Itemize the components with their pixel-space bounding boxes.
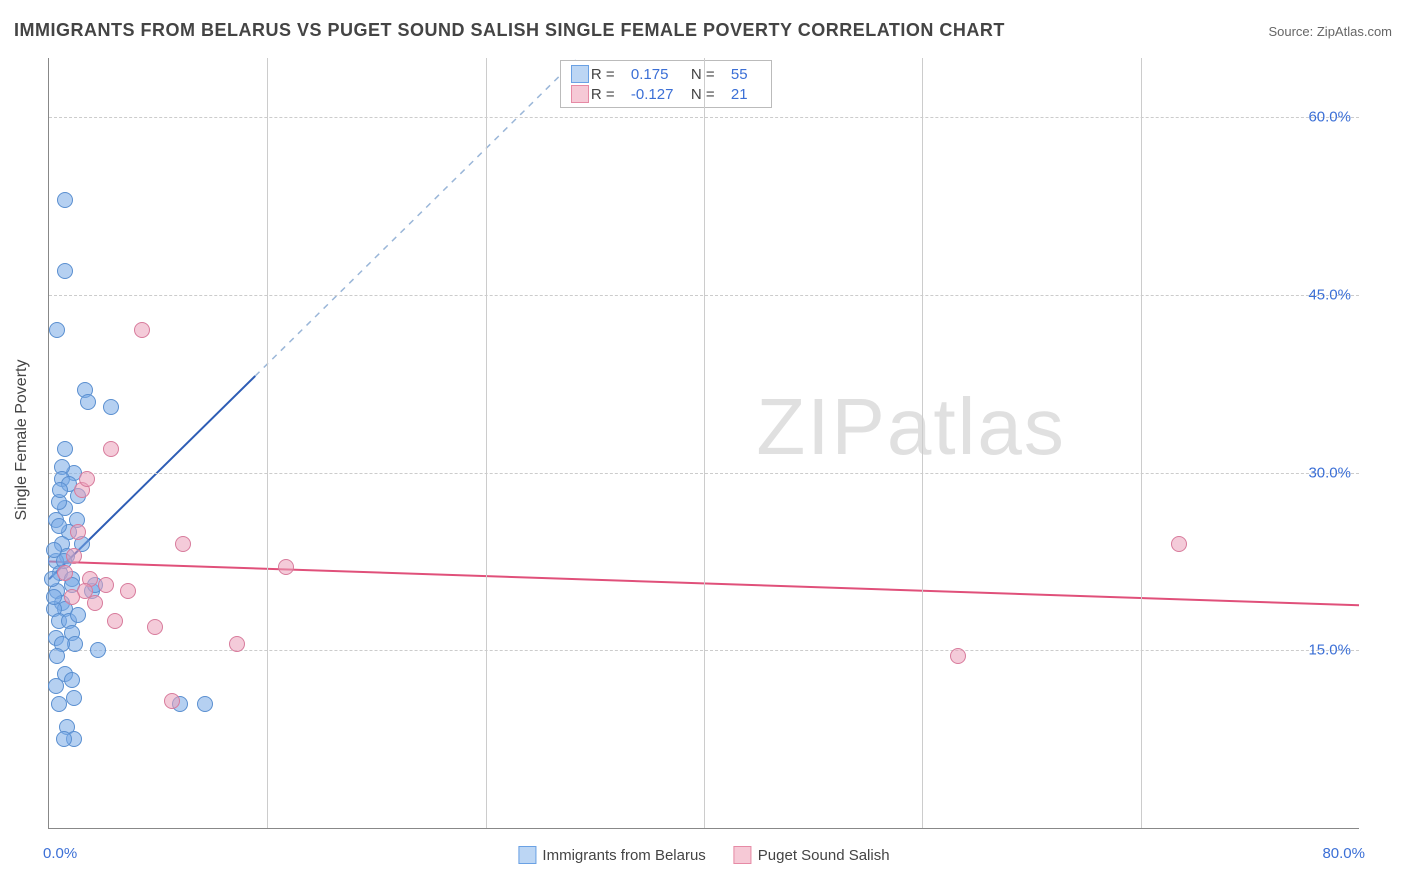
legend-label-salish: Puget Sound Salish [758, 847, 890, 864]
y-tick-label: 15.0% [1308, 642, 1351, 659]
data-point-belarus [52, 482, 68, 498]
data-point-belarus [64, 672, 80, 688]
data-point-salish [147, 619, 163, 635]
gridline-v [486, 58, 487, 828]
data-point-belarus [70, 607, 86, 623]
data-point-salish [107, 613, 123, 629]
info-r-value-1: -0.127 [631, 86, 691, 103]
data-point-salish [66, 548, 82, 564]
chart-title: IMMIGRANTS FROM BELARUS VS PUGET SOUND S… [14, 20, 1005, 41]
data-point-belarus [49, 648, 65, 664]
data-point-belarus [51, 696, 67, 712]
data-point-belarus [197, 696, 213, 712]
data-point-belarus [46, 589, 62, 605]
info-n-label-1: N = [691, 86, 731, 103]
data-point-belarus [56, 731, 72, 747]
data-point-belarus [103, 399, 119, 415]
data-point-salish [98, 577, 114, 593]
gridline-v [704, 58, 705, 828]
data-point-belarus [90, 642, 106, 658]
data-point-belarus [49, 322, 65, 338]
x-tick-label: 80.0% [1322, 845, 1365, 862]
gridline-v [922, 58, 923, 828]
data-point-belarus [57, 263, 73, 279]
data-point-belarus [48, 678, 64, 694]
info-r-label-0: R = [591, 66, 631, 83]
data-point-salish [1171, 536, 1187, 552]
correlation-info-box: R = 0.175 N = 55 R = -0.127 N = 21 [560, 60, 772, 108]
info-n-label-0: N = [691, 66, 731, 83]
data-point-salish [175, 536, 191, 552]
data-point-salish [229, 636, 245, 652]
legend-label-belarus: Immigrants from Belarus [542, 847, 705, 864]
data-point-belarus [57, 441, 73, 457]
data-point-salish [57, 565, 73, 581]
info-r-label-1: R = [591, 86, 631, 103]
data-point-salish [103, 441, 119, 457]
data-point-belarus [66, 690, 82, 706]
legend-item-salish: Puget Sound Salish [734, 846, 890, 864]
data-point-belarus [51, 518, 67, 534]
data-point-belarus [57, 192, 73, 208]
data-point-salish [64, 589, 80, 605]
y-axis-label: Single Female Poverty [13, 360, 31, 521]
info-r-value-0: 0.175 [631, 66, 691, 83]
info-swatch-belarus [571, 65, 589, 83]
data-point-salish [950, 648, 966, 664]
source-attribution: Source: ZipAtlas.com [1268, 24, 1392, 39]
x-tick-label: 0.0% [43, 845, 77, 862]
data-point-salish [164, 693, 180, 709]
legend-item-belarus: Immigrants from Belarus [518, 846, 705, 864]
y-tick-label: 30.0% [1308, 464, 1351, 481]
data-point-salish [134, 322, 150, 338]
y-tick-label: 45.0% [1308, 286, 1351, 303]
data-point-salish [278, 559, 294, 575]
legend-swatch-salish [734, 846, 752, 864]
gridline-v [1141, 58, 1142, 828]
y-tick-label: 60.0% [1308, 109, 1351, 126]
data-point-salish [70, 524, 86, 540]
data-point-belarus [80, 394, 96, 410]
gridline-v [267, 58, 268, 828]
info-n-value-1: 21 [731, 86, 761, 103]
data-point-belarus [46, 542, 62, 558]
legend-swatch-belarus [518, 846, 536, 864]
info-swatch-salish [571, 85, 589, 103]
plot-area: ZIPatlas R = 0.175 N = 55 R = -0.127 N =… [48, 58, 1359, 829]
data-point-salish [120, 583, 136, 599]
legend: Immigrants from Belarus Puget Sound Sali… [518, 846, 889, 864]
data-point-salish [79, 471, 95, 487]
info-n-value-0: 55 [731, 66, 761, 83]
